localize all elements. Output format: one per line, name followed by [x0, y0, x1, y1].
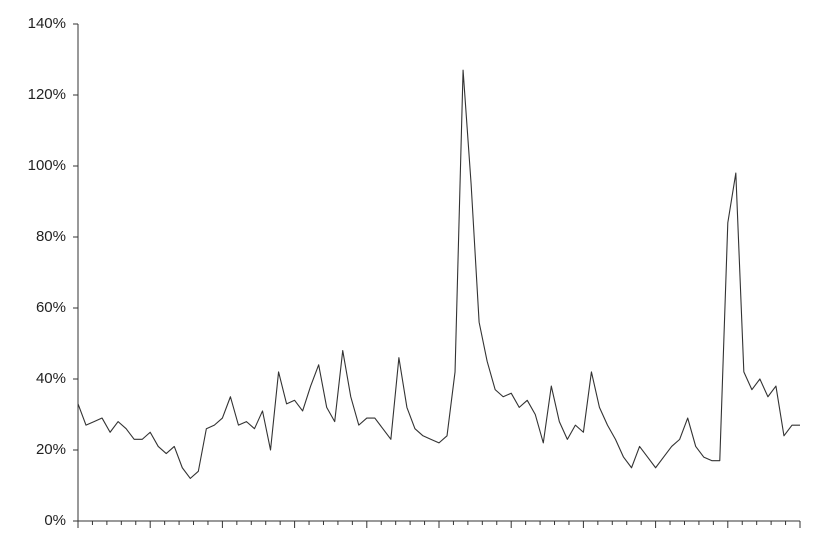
y-tick-label: 0%: [44, 512, 66, 529]
y-tick-label: 140%: [28, 15, 66, 32]
line-series: [77, 69, 800, 479]
y-tick-label: 80%: [36, 228, 66, 245]
y-tick-label: 120%: [28, 86, 66, 103]
y-tick-label: 20%: [36, 441, 66, 458]
y-tick-label: 40%: [36, 370, 66, 387]
y-tick-label: 100%: [28, 157, 66, 174]
y-tick-label: 60%: [36, 299, 66, 316]
